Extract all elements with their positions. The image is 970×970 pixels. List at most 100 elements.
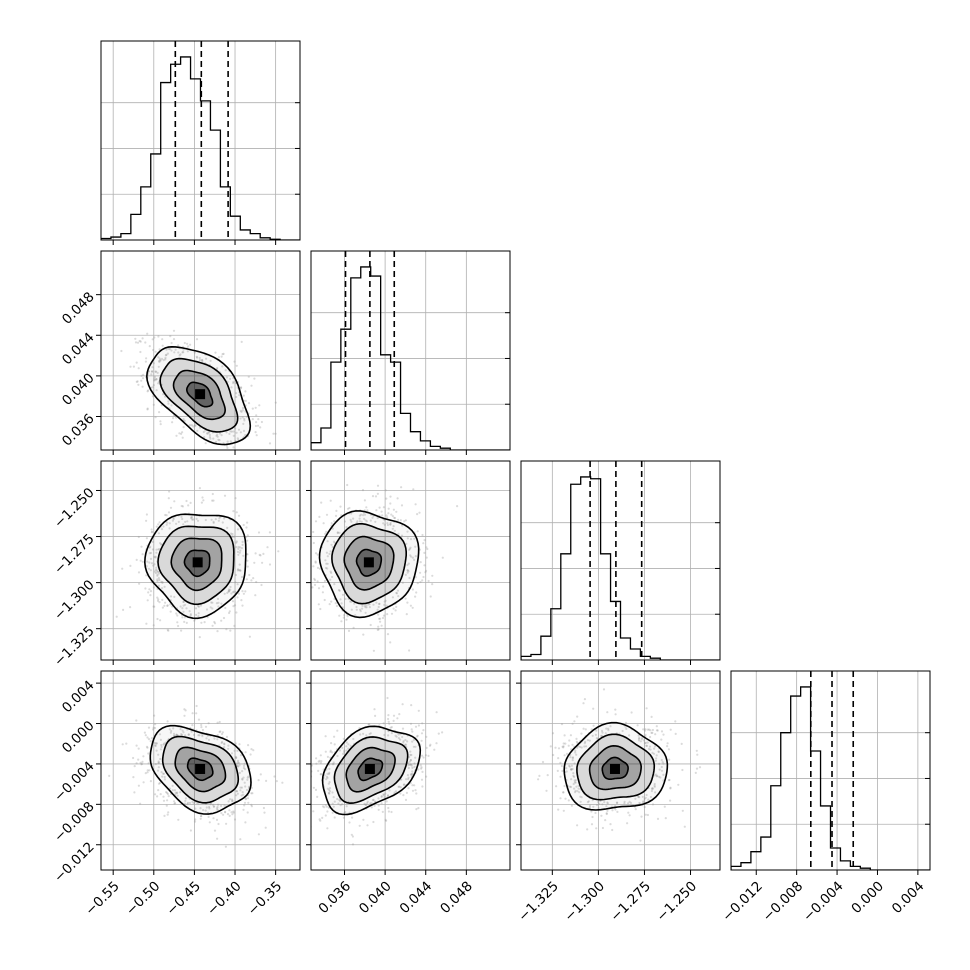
- scatter-point: [327, 782, 330, 785]
- scatter-point: [580, 796, 583, 799]
- scatter-point: [316, 580, 319, 583]
- scatter-point: [421, 770, 424, 774]
- scatter-point: [231, 813, 234, 816]
- scatter-point: [414, 789, 417, 792]
- x-tick-label: 0.000: [848, 878, 887, 917]
- scatter-point: [215, 602, 218, 605]
- scatter-point: [394, 734, 397, 737]
- scatter-point: [316, 553, 319, 556]
- scatter-point: [159, 793, 162, 796]
- scatter-point: [157, 782, 161, 785]
- scatter-point: [329, 750, 332, 754]
- scatter-point: [226, 526, 229, 530]
- scatter-point: [195, 704, 198, 708]
- scatter-point: [339, 804, 342, 807]
- scatter-point: [178, 354, 181, 357]
- scatter-point: [662, 733, 665, 736]
- scatter-point: [327, 806, 330, 809]
- scatter-point: [574, 779, 577, 782]
- scatter-point: [315, 762, 318, 765]
- scatter-point: [411, 556, 414, 559]
- histogram-step-line: [521, 476, 720, 660]
- scatter-point: [151, 395, 154, 398]
- scatter-point: [546, 774, 549, 777]
- scatter-point: [583, 745, 586, 748]
- scatter-point: [121, 567, 124, 570]
- scatter-point: [402, 740, 405, 743]
- scatter-point: [220, 619, 223, 622]
- scatter-point: [314, 561, 317, 564]
- panel-frame: [100, 40, 301, 241]
- scatter-point: [239, 789, 242, 792]
- scatter-point: [229, 588, 232, 591]
- scatter-point: [243, 781, 246, 784]
- scatter-point: [590, 810, 593, 813]
- scatter-point: [568, 764, 571, 767]
- scatter-point: [191, 518, 194, 521]
- plot-area: [731, 671, 930, 870]
- scatter-point: [201, 735, 204, 738]
- scatter-point: [177, 520, 180, 524]
- panel-frame: [520, 670, 721, 871]
- scatter-point: [200, 621, 203, 624]
- scatter-point: [637, 734, 640, 737]
- scatter-point: [655, 773, 658, 776]
- scatter-point: [163, 778, 166, 781]
- scatter-point: [168, 490, 171, 493]
- scatter-point: [193, 619, 196, 622]
- scatter-point: [183, 714, 186, 717]
- scatter-point: [129, 606, 132, 609]
- scatter-point: [245, 415, 248, 418]
- scatter-point: [565, 752, 569, 756]
- scatter-point: [194, 424, 197, 427]
- scatter-point: [312, 530, 315, 534]
- scatter-point: [648, 728, 651, 731]
- scatter-point: [155, 389, 158, 392]
- scatter-point: [642, 801, 645, 804]
- scatter-point: [220, 804, 223, 808]
- scatter-point: [397, 733, 400, 736]
- scatter-point: [668, 778, 671, 782]
- scatter-point: [312, 810, 315, 813]
- scatter-point: [132, 365, 135, 368]
- scatter-point: [255, 580, 258, 584]
- scatter-point: [332, 805, 335, 808]
- scatter-point: [428, 744, 432, 747]
- scatter-point: [417, 709, 420, 712]
- scatter-point: [651, 803, 655, 806]
- scatter-point: [293, 791, 295, 793]
- scatter-point: [572, 782, 575, 786]
- scatter-point: [237, 547, 240, 551]
- scatter-point: [395, 510, 398, 513]
- scatter-point: [210, 601, 213, 604]
- scatter-point: [412, 488, 415, 491]
- scatter-point: [584, 740, 587, 744]
- density-peak: [195, 389, 206, 400]
- scatter-point: [272, 432, 275, 435]
- histogram-step-line: [101, 56, 300, 240]
- scatter-point: [286, 585, 288, 587]
- scatter-point: [662, 773, 665, 777]
- scatter-point: [328, 787, 332, 790]
- scatter-point: [400, 486, 403, 489]
- scatter-point: [300, 582, 302, 584]
- scatter-point: [203, 621, 206, 624]
- scatter-point: [155, 378, 158, 381]
- scatter-point: [583, 742, 586, 745]
- scatter-point: [153, 714, 156, 717]
- scatter-point: [217, 356, 220, 359]
- scatter-point: [341, 803, 344, 806]
- scatter-point: [456, 505, 459, 508]
- scatter-point: [216, 597, 220, 601]
- scatter-point: [401, 524, 404, 527]
- scatter-point: [222, 352, 225, 355]
- scatter-point: [377, 613, 380, 616]
- x-tick-label: −1.250: [653, 878, 700, 925]
- scatter-point: [179, 605, 182, 608]
- scatter-point: [206, 811, 210, 814]
- scatter-point: [386, 696, 389, 700]
- scatter-point: [433, 748, 436, 751]
- scatter-point: [148, 546, 151, 549]
- scatter-point: [173, 500, 176, 503]
- scatter-point: [644, 729, 647, 732]
